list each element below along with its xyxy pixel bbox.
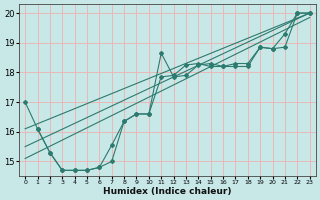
X-axis label: Humidex (Indice chaleur): Humidex (Indice chaleur) [103,187,232,196]
